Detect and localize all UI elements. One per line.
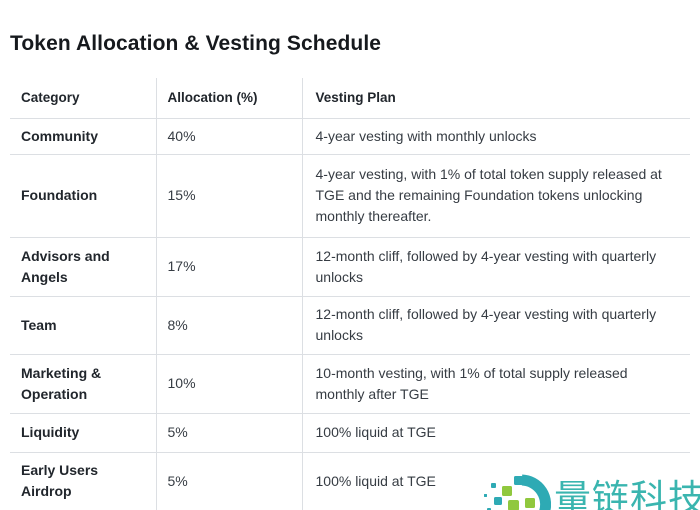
cell-vesting: 4-year vesting, with 1% of total token s… — [302, 154, 690, 238]
cell-vesting: 12-month cliff, followed by 4-year vesti… — [302, 237, 690, 297]
column-header-category: Category — [10, 78, 157, 119]
table-header-row: Category Allocation (%) Vesting Plan — [10, 78, 690, 119]
cell-category: Marketing & Operation — [10, 354, 157, 414]
cell-allocation: 5% — [156, 413, 303, 453]
cell-allocation: 5% — [156, 452, 303, 510]
cell-category: Early Users Airdrop — [10, 452, 157, 510]
brand-name: 量链科技 — [554, 478, 700, 510]
cell-allocation: 17% — [156, 237, 303, 297]
cell-vesting: 12-month cliff, followed by 4-year vesti… — [302, 296, 690, 355]
token-allocation-table: Category Allocation (%) Vesting Plan Com… — [10, 78, 690, 510]
watermark: 量链科技 QFSP.NET — [483, 472, 700, 510]
cell-vesting: 100% liquid at TGE — [302, 413, 690, 453]
cell-allocation: 40% — [156, 118, 303, 155]
table-row: Foundation 15% 4-year vesting, with 1% o… — [10, 154, 690, 238]
table-row: Team 8% 12-month cliff, followed by 4-ye… — [10, 296, 690, 355]
cell-category: Community — [10, 118, 157, 155]
table-row: Marketing & Operation 10% 10-month vesti… — [10, 354, 690, 414]
cell-category: Foundation — [10, 154, 157, 238]
cell-vesting: 10-month vesting, with 1% of total suppl… — [302, 354, 690, 414]
table-row: Community 40% 4-year vesting with monthl… — [10, 118, 690, 155]
table-row: Advisors and Angels 17% 12-month cliff, … — [10, 237, 690, 297]
cell-allocation: 8% — [156, 296, 303, 355]
cell-allocation: 15% — [156, 154, 303, 238]
column-header-vesting-plan: Vesting Plan — [302, 78, 690, 119]
cell-vesting: 100% liquid at TGE — [315, 472, 436, 489]
cell-vesting: 4-year vesting with monthly unlocks — [302, 118, 690, 155]
table-row: Early Users Airdrop 5% 100% liquid at TG… — [10, 452, 690, 510]
table-row: Liquidity 5% 100% liquid at TGE — [10, 413, 690, 453]
column-header-allocation: Allocation (%) — [156, 78, 303, 119]
cell-allocation: 10% — [156, 354, 303, 414]
cell-category: Advisors and Angels — [10, 237, 157, 297]
brand-logo-icon — [484, 474, 551, 510]
cell-category: Team — [10, 296, 157, 355]
cell-category: Liquidity — [10, 413, 157, 453]
page-title: Token Allocation & Vesting Schedule — [10, 32, 382, 55]
